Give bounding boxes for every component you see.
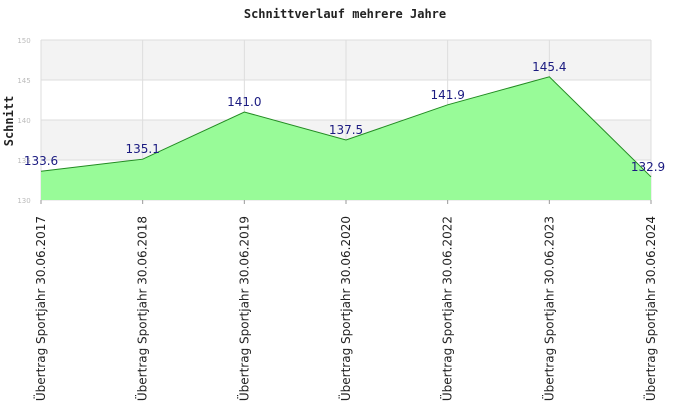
chart-title: Schnittverlauf mehrere Jahre [244,7,446,21]
x-tick-label: Übertrag Sportjahr 30.06.2019 [235,216,251,401]
data-label: 145.4 [532,60,566,74]
x-tick-label: Übertrag Sportjahr 30.06.2023 [540,216,556,401]
x-tick-label: Übertrag Sportjahr 30.06.2022 [439,216,455,401]
area-fill [41,76,651,200]
y-tick-label: 140 [17,117,30,125]
data-label: 137.5 [329,123,363,137]
data-labels: 133.6 135.1 141.0 137.5 141.9 145.4 132.9 [24,60,665,174]
data-label: 133.6 [24,154,58,168]
y-tick-label: 130 [17,197,30,205]
y-tick-label: 150 [17,37,30,45]
series-line [40,76,652,178]
y-tick-label: 145 [17,77,30,85]
area-series [40,76,652,204]
y-axis-ticks: 130 135 140 145 150 [17,37,30,205]
data-label: 141.0 [227,95,261,109]
data-label: 135.1 [125,142,159,156]
x-tick-label: Übertrag Sportjahr 30.06.2020 [337,216,353,401]
y-axis-label: Schnitt [2,96,16,147]
x-tick-label: Übertrag Sportjahr 30.06.2018 [134,216,150,401]
data-label: 132.9 [631,160,665,174]
x-tick-label: Übertrag Sportjahr 30.06.2024 [642,216,658,401]
y-tick-label: 135 [17,157,30,165]
data-label: 141.9 [430,88,464,102]
x-tick-label: Übertrag Sportjahr 30.06.2017 [32,216,48,401]
x-axis-ticks: Übertrag Sportjahr 30.06.2017 Übertrag Sp… [32,216,658,401]
